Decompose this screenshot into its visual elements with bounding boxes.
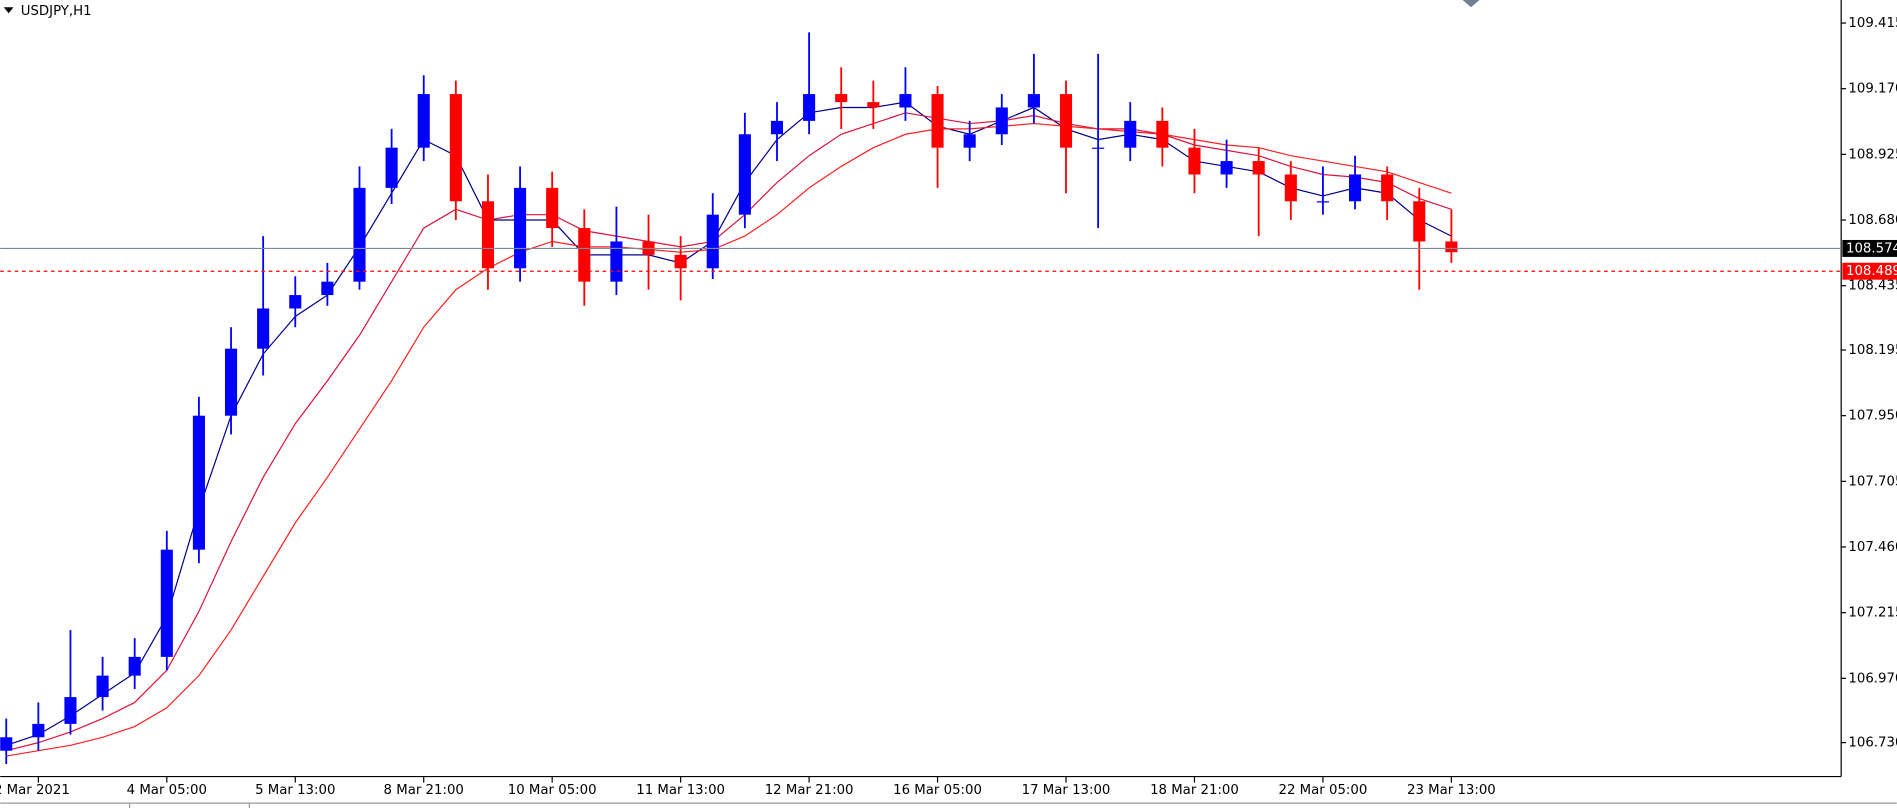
candle-body bbox=[1284, 174, 1297, 202]
y-tick-label: 107.705 bbox=[1848, 474, 1897, 489]
candle-body bbox=[128, 656, 141, 676]
x-tick-label: 16 Mar 05:00 bbox=[893, 783, 982, 798]
candle-body bbox=[160, 549, 173, 657]
x-tick-label: 8 Mar 21:00 bbox=[384, 783, 464, 798]
moving-average bbox=[6, 101, 1452, 746]
x-tick-label: 17 Mar 13:00 bbox=[1022, 783, 1111, 798]
candle-body bbox=[867, 102, 880, 108]
y-tick-label: 109.415 bbox=[1848, 16, 1897, 31]
candle-body bbox=[481, 201, 494, 269]
shift-marker bbox=[1462, 0, 1480, 8]
candle-body bbox=[1188, 147, 1201, 175]
candle-body bbox=[385, 147, 398, 188]
price-label-bg bbox=[1842, 262, 1897, 280]
y-tick-label: 108.680 bbox=[1848, 213, 1897, 228]
candle-body bbox=[899, 94, 912, 108]
x-tick-label: 11 Mar 13:00 bbox=[636, 783, 725, 798]
candle-body bbox=[1092, 147, 1105, 149]
candle-body bbox=[1059, 94, 1073, 148]
candle-body bbox=[835, 94, 848, 103]
candle-body bbox=[1381, 174, 1394, 202]
y-tick-label: 107.215 bbox=[1848, 606, 1897, 621]
x-tick-label: 12 Mar 21:00 bbox=[765, 783, 854, 798]
x-tick-label: 4 Mar 05:00 bbox=[127, 783, 207, 798]
candle-body bbox=[257, 308, 270, 349]
y-tick-label: 107.460 bbox=[1848, 540, 1897, 555]
price-label: 108.489 bbox=[1846, 264, 1897, 279]
candle-body bbox=[995, 107, 1008, 135]
candle-body bbox=[224, 348, 238, 416]
x-tick-label: 22 Mar 05:00 bbox=[1279, 783, 1368, 798]
y-tick-label: 108.195 bbox=[1848, 343, 1897, 358]
candle-body bbox=[449, 94, 462, 202]
moving-average bbox=[6, 122, 1452, 757]
candle-body bbox=[1413, 201, 1426, 242]
candle-body bbox=[1445, 241, 1458, 253]
candle-body bbox=[963, 134, 976, 148]
candle-body bbox=[289, 295, 302, 309]
candle-body bbox=[1027, 94, 1040, 108]
candle-body bbox=[610, 241, 623, 282]
menu-arrow[interactable] bbox=[3, 7, 14, 14]
x-tick-label: 2 Mar 2021 bbox=[0, 783, 70, 798]
x-tick-label: 10 Mar 05:00 bbox=[508, 783, 597, 798]
candle-body bbox=[578, 228, 591, 282]
candle-body bbox=[706, 214, 719, 269]
candle-body bbox=[1156, 120, 1169, 148]
candle-body bbox=[96, 675, 109, 698]
candle-body bbox=[931, 94, 944, 148]
candle-body bbox=[64, 697, 77, 724]
candle-body bbox=[1124, 120, 1137, 148]
candle-body bbox=[1348, 174, 1362, 202]
candle-body bbox=[353, 187, 366, 282]
candle-body bbox=[514, 187, 527, 269]
chart-title: USDJPY,H1 bbox=[21, 4, 92, 19]
candle-body bbox=[674, 254, 687, 269]
candle-body bbox=[192, 415, 205, 550]
candle-body bbox=[1252, 161, 1265, 175]
plot-area: 109.415 109.170 108.925 108.680 108.435 108.1… bbox=[0, 16, 1897, 798]
moving-average bbox=[6, 112, 1452, 752]
candle-body bbox=[738, 134, 751, 215]
y-tick-label: 107.950 bbox=[1848, 409, 1897, 424]
y-tick-label: 106.970 bbox=[1848, 671, 1897, 686]
candle-body bbox=[770, 120, 784, 135]
x-tick-label: 23 Mar 13:00 bbox=[1407, 783, 1496, 798]
y-tick-label: 108.925 bbox=[1848, 147, 1897, 162]
candle-body bbox=[1220, 161, 1233, 175]
y-tick-label: 108.435 bbox=[1848, 279, 1897, 294]
x-tick-label: 18 Mar 21:00 bbox=[1150, 783, 1239, 798]
candle-body bbox=[803, 94, 816, 121]
candle-body bbox=[417, 94, 430, 148]
x-tick-label: 5 Mar 13:00 bbox=[255, 783, 335, 798]
y-tick-label: 109.170 bbox=[1848, 82, 1897, 97]
price-label: 108.574 bbox=[1846, 241, 1897, 256]
candle-body bbox=[1316, 201, 1329, 203]
y-tick-label: 106.730 bbox=[1848, 736, 1897, 751]
candle-body bbox=[321, 281, 334, 296]
candle-body bbox=[546, 187, 559, 229]
candle-body bbox=[0, 737, 13, 751]
candle-body bbox=[32, 723, 45, 738]
price-label-bg bbox=[1842, 239, 1897, 257]
